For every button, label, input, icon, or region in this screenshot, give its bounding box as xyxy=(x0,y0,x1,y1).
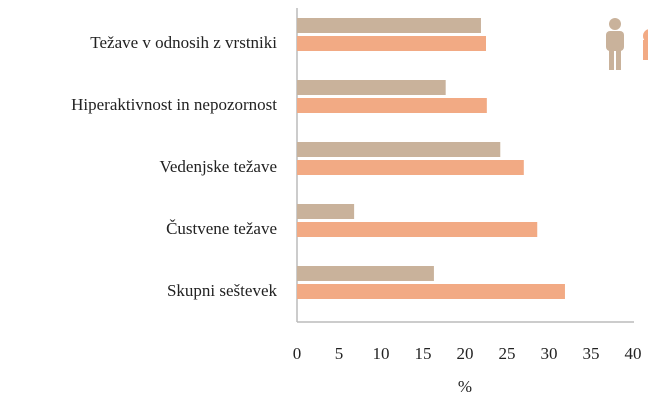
y-tick-label: Vedenjske težave xyxy=(159,157,277,176)
bar xyxy=(297,204,355,219)
x-tick-label: 25 xyxy=(499,344,516,363)
female-icon xyxy=(643,29,648,60)
male-icon xyxy=(606,18,624,70)
x-tick-label: 5 xyxy=(335,344,344,363)
bar xyxy=(297,36,486,51)
y-tick-label: Čustvene težave xyxy=(166,219,277,238)
x-tick-label: 15 xyxy=(415,344,432,363)
bar xyxy=(297,80,446,95)
x-tick-label: 35 xyxy=(583,344,600,363)
y-tick-label: Težave v odnosih z vrstniki xyxy=(90,33,277,52)
x-tick-label: 40 xyxy=(625,344,642,363)
y-tick-label: Hiperaktivnost in nepozornost xyxy=(71,95,277,114)
bar xyxy=(297,284,565,299)
x-tick-label: 0 xyxy=(293,344,302,363)
bar xyxy=(297,160,524,175)
bar xyxy=(297,142,501,157)
x-tick-label: 30 xyxy=(541,344,558,363)
x-tick-label: 20 xyxy=(457,344,474,363)
x-tick-label: 10 xyxy=(373,344,390,363)
bar xyxy=(297,18,481,33)
bar xyxy=(297,222,538,237)
x-axis-label: % xyxy=(458,377,472,396)
bar xyxy=(297,266,434,281)
y-tick-label: Skupni seštevek xyxy=(167,281,278,300)
bar xyxy=(297,98,487,113)
